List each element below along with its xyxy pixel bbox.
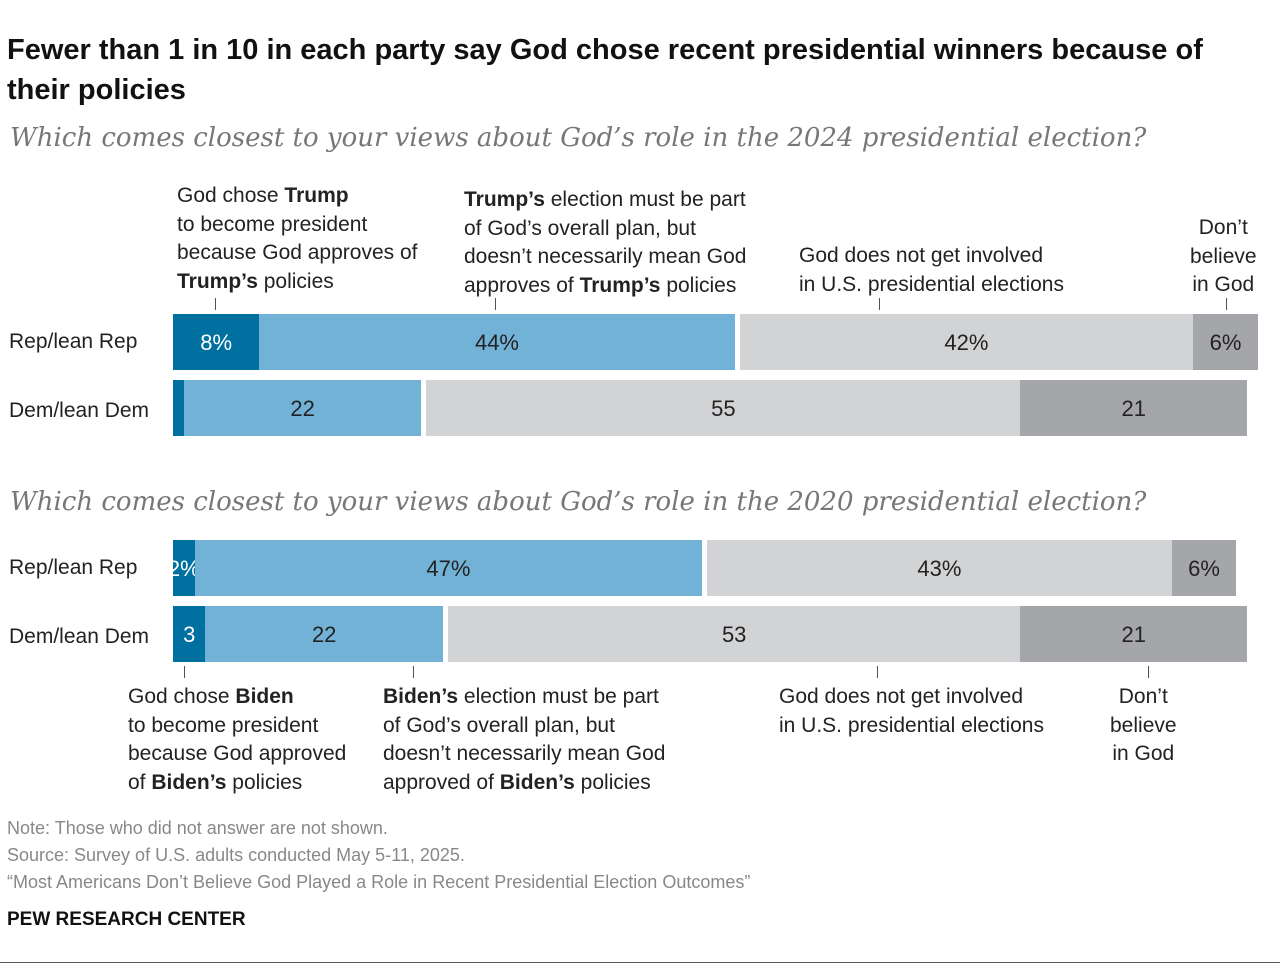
bar-segment: 8%: [173, 314, 260, 370]
data-label: 22: [290, 396, 315, 421]
row-label: Rep/lean Rep: [9, 556, 138, 579]
bar-segment: 42%: [739, 314, 1194, 370]
legend-label: Biden’s election must be part of God’s ov…: [383, 685, 666, 794]
legend-tick: [1226, 298, 1227, 310]
legend-tick: [184, 666, 185, 678]
bar-segment: 22: [205, 606, 443, 662]
legend-label: Don’t believe in God: [1190, 216, 1257, 296]
bar-segment: 6%: [1193, 314, 1258, 370]
bar-segment: 2%: [168, 540, 200, 596]
data-label: 6%: [1188, 556, 1220, 581]
data-label: 55: [711, 396, 736, 421]
legend-tick: [413, 666, 414, 678]
bar-segment: 3: [173, 606, 206, 662]
legend-label: Trump’s election must be part of God’s ov…: [464, 188, 747, 297]
data-label: 21: [1121, 396, 1147, 421]
bar-segment: 44%: [259, 314, 735, 370]
bar-segment: 22: [183, 380, 422, 436]
bar-segment: 53: [448, 606, 1021, 662]
data-label: 44%: [474, 330, 520, 355]
data-label: 47%: [426, 556, 471, 581]
legend-label: God does not get involved in U.S. preside…: [779, 685, 1044, 737]
chart-title: Fewer than 1 in 10 in each party say God…: [7, 34, 1203, 106]
data-label: 3: [183, 622, 196, 647]
bar-segment: 6%: [1171, 540, 1237, 596]
legend-tick: [877, 666, 878, 678]
data-label: 22: [311, 622, 337, 647]
legend-tick: [879, 298, 880, 310]
data-label: 21: [1121, 622, 1147, 647]
bar-segment: 21: [1020, 380, 1248, 436]
report-title: “Most Americans Don’t Believe God Played…: [7, 872, 751, 892]
data-label: 43%: [917, 556, 962, 581]
data-label: 8%: [200, 330, 233, 355]
row-label: Rep/lean Rep: [9, 330, 138, 353]
legend-tick: [495, 298, 496, 310]
legend-tick: [215, 298, 216, 310]
row-label: Dem/lean Dem: [9, 399, 150, 422]
legend-label: God does not get involved in U.S. preside…: [799, 244, 1064, 296]
row-label: Dem/lean Dem: [9, 625, 150, 648]
legend-tick: [1148, 666, 1149, 678]
legend-label: God chose Trump to become president becaus…: [177, 184, 418, 293]
brand-logo: PEW RESEARCH CENTER: [7, 909, 246, 930]
legend-label: God chose Biden to become president becaus…: [128, 685, 347, 794]
bar-segment: 47%: [194, 540, 703, 596]
data-label: 53: [721, 622, 747, 647]
subtitle-2024: Which comes closest to your views about …: [10, 123, 1147, 153]
subtitle-2020: Which comes closest to your views about …: [10, 487, 1147, 517]
bar-segment: 43%: [707, 540, 1172, 596]
data-label: 2%: [167, 556, 200, 581]
note: Note: Those who did not answer are not s…: [7, 818, 388, 838]
data-label: 6%: [1209, 330, 1242, 355]
bar-segment: [173, 380, 184, 436]
source: Source: Survey of U.S. adults conducted …: [7, 845, 465, 865]
data-label: 42%: [944, 330, 989, 355]
bar-segment: 55: [426, 380, 1021, 436]
divider: [0, 962, 1280, 963]
bar-segment: 21: [1020, 606, 1248, 662]
legend-label: Don’t believe in God: [1110, 685, 1177, 765]
